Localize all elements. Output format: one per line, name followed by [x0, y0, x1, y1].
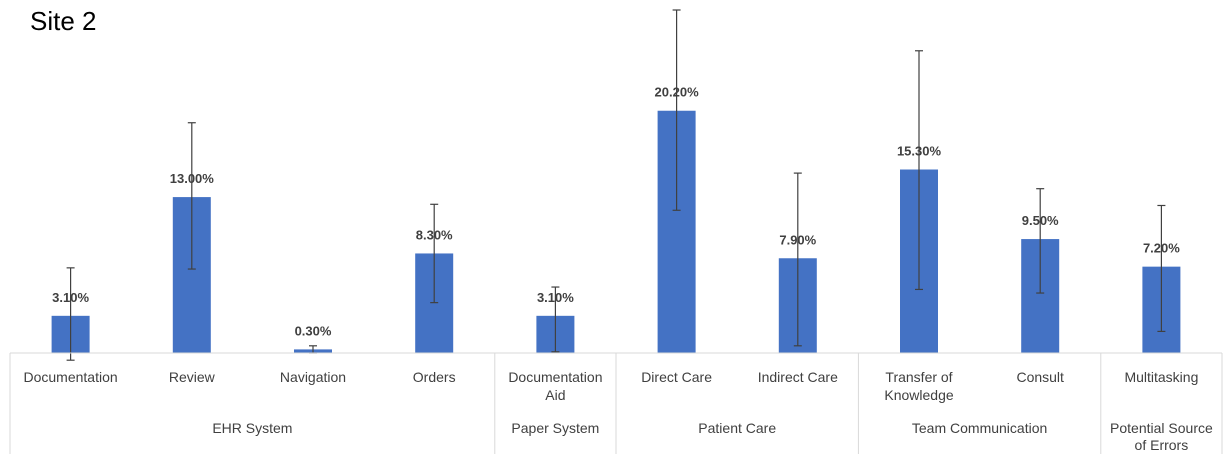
- category-label-9: Multitasking: [1124, 369, 1198, 385]
- data-label-3: 8.30%: [416, 227, 453, 242]
- category-label-0: Documentation: [24, 369, 118, 385]
- category-label-6: Indirect Care: [758, 369, 838, 385]
- group-label-3: Team Communication: [912, 420, 1047, 436]
- category-label-3: Orders: [413, 369, 456, 385]
- data-label-5: 20.20%: [655, 85, 700, 100]
- category-label-2: Navigation: [280, 369, 346, 385]
- category-label-8: Consult: [1016, 369, 1064, 385]
- data-label-4: 3.10%: [537, 290, 574, 305]
- group-label-0: EHR System: [212, 420, 292, 436]
- category-label-4: Documentation Aid: [508, 369, 602, 403]
- category-label-7: Transfer of Knowledge: [884, 369, 953, 403]
- group-label-4: Potential Source of Errors: [1110, 420, 1213, 453]
- chart-title: Site 2: [30, 6, 97, 36]
- data-label-9: 7.20%: [1143, 241, 1180, 256]
- data-label-6: 7.90%: [779, 232, 816, 247]
- data-label-0: 3.10%: [52, 290, 89, 305]
- data-label-7: 15.30%: [897, 144, 942, 159]
- category-axis: Documentation Review Navigation Orders Docum…: [9, 352, 1223, 454]
- data-label-2: 0.30%: [295, 323, 332, 338]
- category-label-5: Direct Care: [641, 369, 712, 385]
- group-label-2: Patient Care: [698, 420, 776, 436]
- group-label-1: Paper System: [511, 420, 599, 436]
- data-label-8: 9.50%: [1022, 213, 1059, 228]
- category-label-1: Review: [169, 369, 216, 385]
- bars-layer: 3.10% 13.00% 0.30% 8.30% 3.10% 20.20% 7.90% 15.…: [51, 9, 1181, 361]
- data-label-1: 13.00%: [170, 171, 215, 186]
